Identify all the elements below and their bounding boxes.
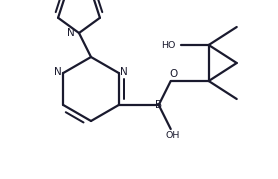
Text: HO: HO: [162, 40, 176, 50]
Text: N: N: [54, 67, 62, 77]
Text: OH: OH: [165, 132, 180, 141]
Text: B: B: [155, 100, 162, 110]
Text: N: N: [67, 28, 75, 38]
Text: O: O: [170, 69, 178, 79]
Text: N: N: [120, 67, 128, 77]
